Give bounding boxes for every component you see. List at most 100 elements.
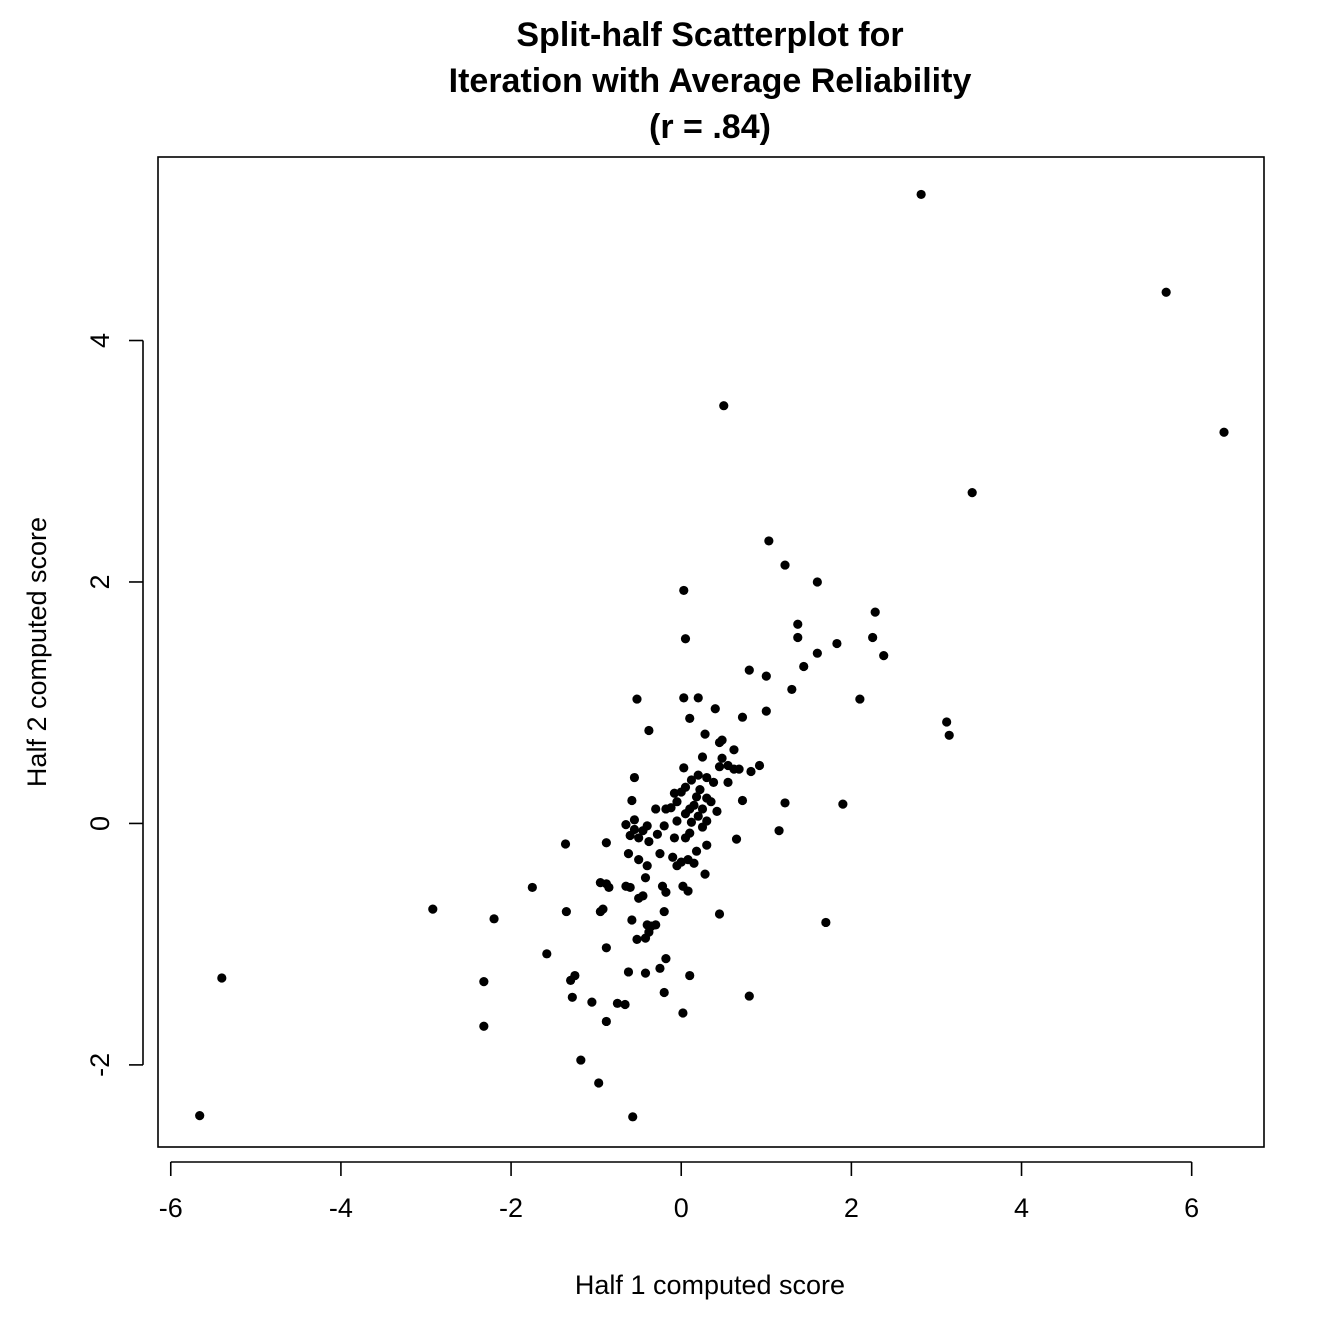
data-point [632, 694, 642, 704]
data-point [683, 886, 693, 896]
data-point [625, 830, 635, 841]
data-point [601, 943, 611, 953]
data-point [737, 712, 748, 722]
data-point [1161, 287, 1171, 297]
data-point [764, 536, 774, 546]
data-point [689, 858, 699, 868]
data-point [620, 999, 630, 1010]
data-point [634, 893, 644, 903]
y-tick-label: -2 [85, 1053, 115, 1077]
data-point [685, 713, 695, 724]
data-point [640, 968, 651, 978]
data-point [812, 648, 822, 658]
data-point [706, 797, 716, 807]
data-point [676, 787, 686, 797]
data-point [217, 973, 227, 983]
data-point [672, 797, 682, 807]
data-point [697, 804, 708, 814]
data-point [916, 189, 926, 200]
y-axis-ticks: -2 0 2 4 [85, 333, 143, 1077]
data-point [702, 840, 712, 850]
data-point [686, 775, 697, 785]
data-point [691, 792, 702, 802]
data-point [700, 729, 710, 739]
data-point [821, 917, 831, 928]
data-point [669, 788, 680, 798]
data-point [651, 804, 661, 814]
chart-title-line-1: Split-half Scatterplot for [516, 16, 903, 54]
data-point [640, 933, 651, 943]
data-point [638, 826, 648, 836]
data-point [479, 976, 489, 987]
data-point [489, 914, 499, 924]
data-point [428, 904, 438, 914]
data-point [680, 809, 691, 819]
data-point [672, 861, 682, 871]
data-point [627, 915, 637, 925]
data-point [754, 760, 765, 771]
data-point [838, 799, 848, 809]
data-point [712, 806, 722, 816]
data-point [870, 607, 880, 617]
data-point [679, 585, 689, 596]
data-point [761, 706, 771, 716]
x-tick-label: 4 [1014, 1193, 1029, 1223]
data-point [644, 725, 654, 736]
data-point [542, 949, 552, 959]
data-point [714, 737, 725, 748]
data-point [1219, 427, 1229, 437]
data-point [761, 671, 771, 681]
data-point [632, 934, 642, 944]
x-axis-label: Half 1 computed score [575, 1270, 845, 1300]
data-point [195, 1111, 205, 1121]
data-point [623, 849, 634, 859]
data-point [812, 577, 822, 587]
data-point [744, 665, 754, 675]
y-tick-label: 4 [85, 333, 115, 348]
data-point [595, 906, 606, 917]
data-point [942, 717, 952, 727]
data-point [693, 693, 703, 703]
data-point [737, 795, 748, 806]
data-point [644, 836, 654, 847]
data-point [627, 795, 637, 806]
data-point [651, 920, 661, 930]
data-point [700, 869, 710, 879]
data-point [672, 816, 682, 826]
data-point [697, 752, 708, 762]
data-point [640, 873, 651, 883]
data-point [625, 882, 635, 893]
data-point [734, 764, 744, 774]
data-point [744, 991, 754, 1001]
data-point [717, 753, 727, 763]
data-point [661, 887, 671, 897]
data-point [693, 811, 703, 821]
data-point [621, 820, 631, 830]
x-tick-label: -6 [159, 1193, 183, 1223]
data-point [659, 906, 669, 917]
data-point [832, 638, 842, 649]
y-axis-label: Half 2 computed score [22, 517, 52, 787]
data-point [652, 829, 663, 839]
data-point [793, 632, 803, 643]
data-point [714, 909, 725, 919]
data-point [944, 730, 954, 740]
data-point [708, 777, 719, 787]
data-point [855, 694, 865, 704]
data-point [623, 967, 634, 977]
data-point [604, 882, 614, 893]
data-point [628, 1112, 638, 1122]
data-point [729, 745, 739, 755]
data-point [479, 1021, 489, 1031]
data-point [601, 1016, 611, 1027]
x-tick-label: -4 [329, 1193, 353, 1223]
data-point [799, 661, 809, 672]
x-tick-label: 0 [674, 1193, 689, 1223]
data-point [594, 1078, 604, 1088]
data-point [967, 488, 977, 498]
data-point [661, 804, 671, 814]
data-point [719, 401, 729, 411]
data-point [685, 970, 695, 981]
data-point [678, 1008, 688, 1018]
